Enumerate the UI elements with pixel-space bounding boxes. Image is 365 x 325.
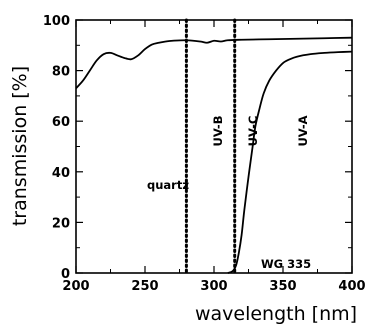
- region-divider-lines: [184, 18, 237, 275]
- series-line-quartz: [75, 36, 353, 89]
- x-tick-label: 350: [269, 279, 296, 294]
- y-tick-label: 20: [52, 216, 70, 231]
- x-axis-title: wavelength [nm]: [195, 303, 357, 325]
- y-tick-label: 60: [52, 115, 70, 130]
- y-tick-label: 100: [43, 14, 70, 29]
- series-line-wg335: [227, 50, 353, 274]
- band-label-uvc: UV-C: [246, 116, 260, 147]
- series-label-quartz: quartz: [147, 178, 189, 192]
- band-label-uva: UV-A: [296, 115, 310, 146]
- x-tick-label: 250: [131, 279, 158, 294]
- series-label-wg335: WG 335: [261, 257, 311, 271]
- y-tick-label: 40: [52, 166, 70, 181]
- series-group: [75, 36, 353, 274]
- y-tick-label: 0: [61, 267, 70, 282]
- x-tick-label: 400: [338, 279, 365, 294]
- y-axis-title: transmission [%]: [9, 66, 31, 226]
- x-tick-label: 200: [62, 279, 89, 294]
- ticks: 200 250 300 350 400 0 20 40 60 80 100: [43, 14, 365, 294]
- x-tick-label: 300: [200, 279, 227, 294]
- band-label-uvb: UV-B: [211, 116, 225, 147]
- y-tick-label: 80: [52, 65, 70, 80]
